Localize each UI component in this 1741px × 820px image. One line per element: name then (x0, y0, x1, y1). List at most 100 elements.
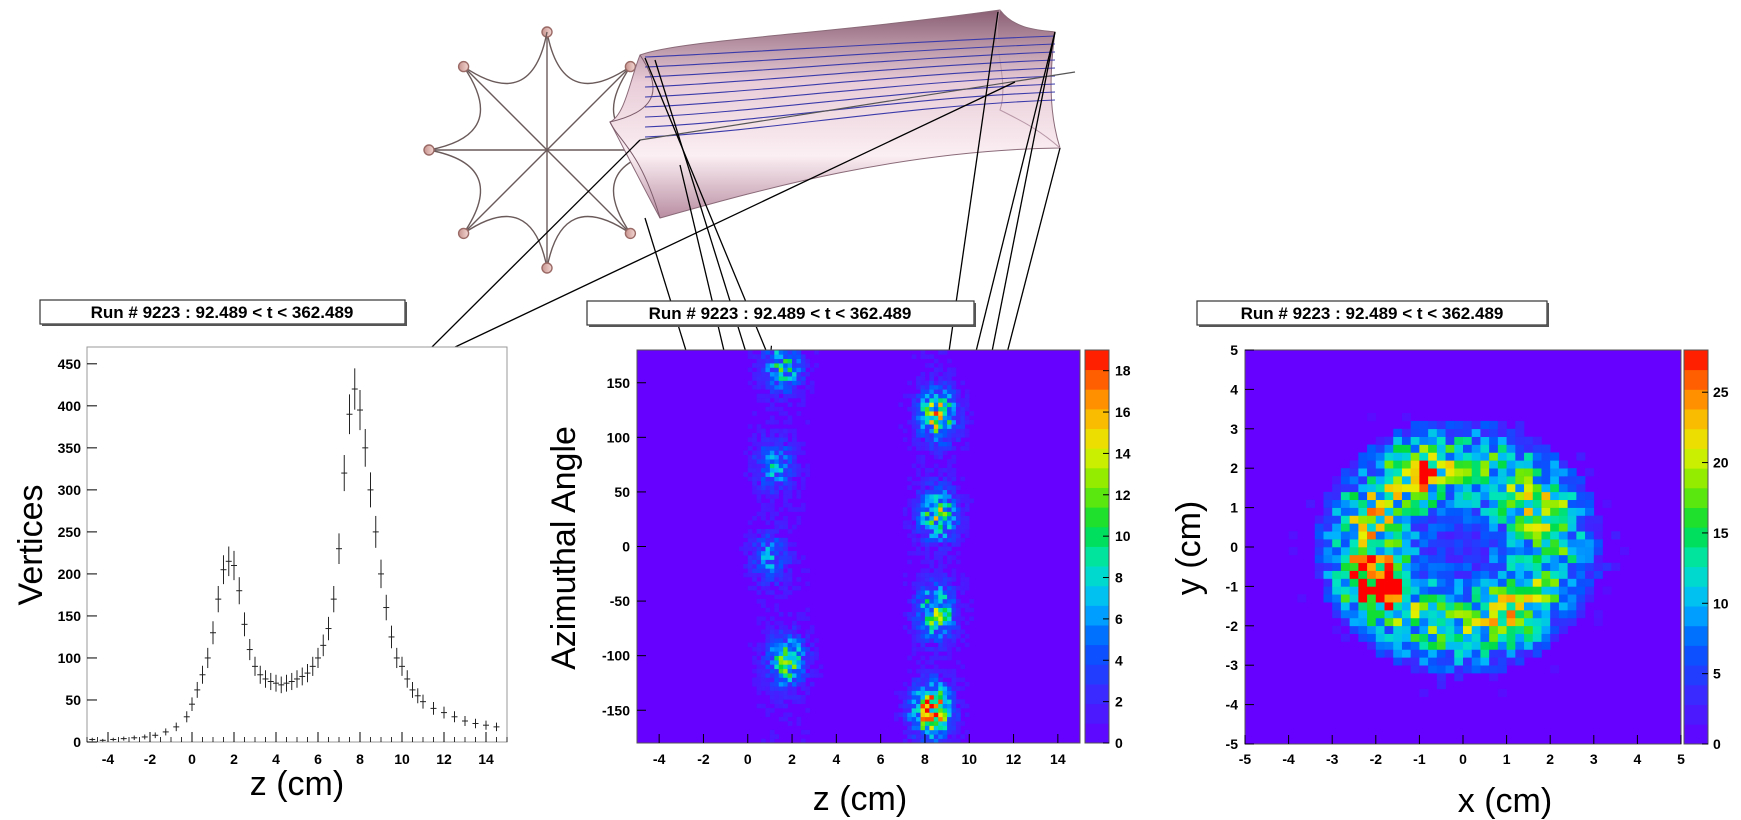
colorbar-swatch (1085, 566, 1109, 587)
heatmap-cell (964, 494, 970, 499)
heatmap-cell (1349, 562, 1359, 571)
heatmap-cell (1419, 476, 1429, 485)
heatmap-cell (765, 546, 771, 552)
heatmap-cell (800, 655, 806, 661)
heatmap-cell (938, 384, 943, 390)
heatmap-cell (1454, 617, 1464, 627)
heatmap-cell (778, 638, 784, 643)
heatmap-cell (1489, 428, 1499, 437)
x-tick-label-2: 12 (1006, 751, 1022, 767)
heatmap-cell (951, 537, 957, 543)
heatmap-cell (942, 725, 948, 731)
heatmap-cell (929, 415, 935, 421)
heatmap-cell (792, 393, 797, 399)
heatmap-cell (743, 563, 749, 569)
y-tick-label-3: -3 (1226, 657, 1239, 673)
heatmap-cell (1541, 610, 1551, 619)
heatmap-cell (774, 389, 780, 394)
heatmap-cell (947, 699, 952, 704)
heatmap-cell (1585, 539, 1595, 548)
heatmap-cell (761, 673, 766, 678)
heatmap-cell (783, 668, 788, 674)
heatmap-cell (1445, 420, 1455, 430)
heatmap-cell (1393, 547, 1403, 556)
heatmap-cell (778, 668, 784, 674)
x-tick-label-1: 12 (436, 751, 452, 767)
heatmap-cell (1532, 444, 1542, 453)
heatmap-cell (792, 651, 797, 656)
heatmap-cell (916, 585, 921, 591)
heatmap-cell (929, 432, 935, 438)
heatmap-cell (1367, 610, 1377, 619)
heatmap-cell (752, 454, 757, 460)
heatmap-cell (1401, 539, 1411, 548)
heatmap-cell (1489, 562, 1499, 571)
heatmap-cell (951, 402, 957, 408)
heatmap-cell (765, 350, 771, 355)
heatmap-cell (1384, 610, 1394, 619)
heatmap-cell (916, 690, 921, 696)
heatmap-cell (1524, 586, 1534, 595)
heatmap-cell (951, 721, 957, 726)
heatmap-cell (929, 485, 935, 491)
heatmap-cell (1567, 594, 1577, 603)
heatmap-cell (1515, 554, 1525, 564)
heatmap-cell (933, 542, 939, 547)
heatmap-cell (1489, 436, 1499, 445)
heatmap-cell (1436, 436, 1446, 445)
heatmap-cell (969, 598, 974, 604)
heatmap-cell (1471, 649, 1481, 658)
heatmap-cell (792, 459, 797, 464)
heatmap-cell (920, 703, 926, 709)
heatmap-cell (1384, 633, 1394, 642)
heatmap-cell (752, 572, 757, 578)
heatmap-cell (1576, 515, 1586, 524)
heatmap-cell (947, 533, 952, 539)
heatmap-cell (1550, 570, 1560, 579)
heatmap-cell (765, 354, 771, 360)
heatmap-cell (942, 721, 948, 726)
heatmap-cell (769, 673, 775, 678)
heatmap-cell (765, 485, 771, 491)
heatmap-cell (947, 738, 952, 744)
heatmap-cell (1384, 523, 1394, 532)
heatmap-cell (916, 524, 921, 530)
heatmap-cell (955, 537, 961, 543)
heatmap-cell (1524, 468, 1534, 477)
heatmap-cell (752, 668, 757, 674)
y-tick-label-2: 100 (607, 429, 631, 445)
heatmap-cell (805, 616, 811, 622)
heatmap-cell (1384, 491, 1394, 501)
heatmap-cell (778, 550, 784, 556)
heatmap-cell (805, 358, 811, 364)
heatmap-cell (1358, 586, 1368, 595)
heatmap-cell (929, 446, 935, 451)
heatmap-cell (783, 694, 788, 700)
heatmap-cell (947, 432, 952, 438)
heatmap-cell (761, 380, 766, 386)
heatmap-cell (1358, 483, 1368, 493)
heatmap-cell (1445, 483, 1455, 493)
heatmap-cell (916, 393, 921, 399)
heatmap-cell (1497, 507, 1507, 516)
colorbar-swatch (1085, 703, 1109, 724)
heatmap-cell (902, 699, 908, 704)
heatmap-cell (809, 681, 815, 687)
heatmap-cell (938, 703, 943, 709)
heatmap-cell (1515, 420, 1525, 430)
heatmap-cell (916, 725, 921, 731)
x-tick-label-2: 2 (788, 751, 796, 767)
x-tick-label-3: 5 (1677, 751, 1685, 767)
heatmap-cell (774, 660, 780, 665)
heatmap-cell (1375, 531, 1385, 540)
heatmap-cell (783, 550, 788, 556)
heatmap-cell (1375, 460, 1385, 469)
heatmap-cell (1375, 578, 1385, 587)
heatmap-cell (1454, 594, 1464, 603)
colorbar-swatch (1684, 369, 1708, 390)
heatmap-cell (1567, 570, 1577, 579)
heatmap-cell (1524, 578, 1534, 587)
heatmap-cell (1576, 483, 1586, 493)
heatmap-cell (1419, 507, 1429, 516)
heatmap-cell (783, 476, 788, 482)
